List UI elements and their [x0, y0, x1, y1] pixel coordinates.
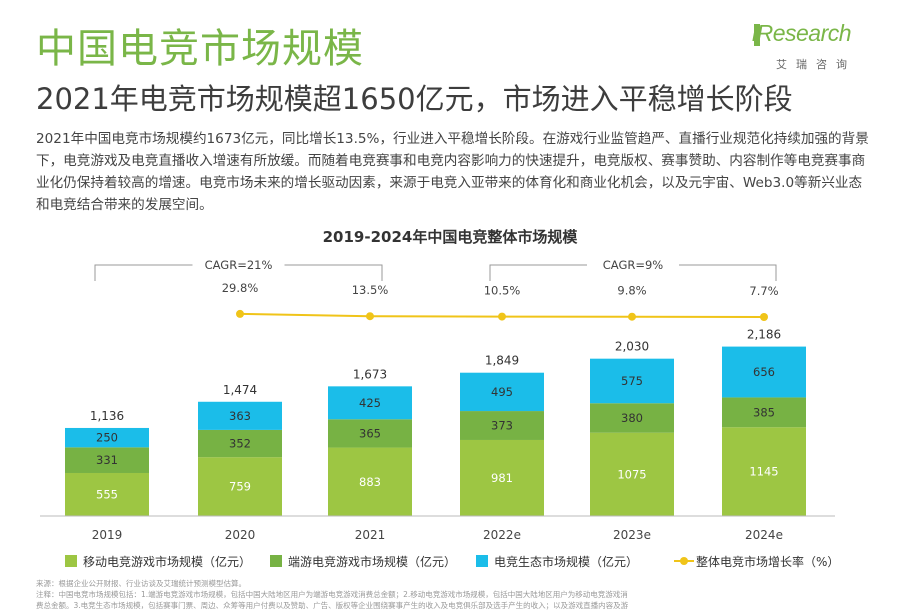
bar-value-label: 759: [229, 480, 251, 494]
growth-label: 29.8%: [222, 281, 259, 295]
legend-label: 端游电竞游戏市场规模（亿元）: [288, 554, 456, 569]
source-notes: 来源：根据企业公开财报、行业访谈及艾瑞统计预测模型估算。 注释：中国电竞市场规模…: [36, 578, 876, 611]
bar-value-label: 555: [96, 487, 118, 501]
bar-segment: [328, 447, 412, 516]
logo-subtext: 艾瑞咨询: [776, 58, 856, 71]
bar-value-label: 981: [491, 471, 513, 485]
bar-segment: [198, 401, 282, 430]
bar-segment: [590, 432, 674, 516]
growth-point: [760, 313, 768, 321]
bar-value-label: 365: [359, 426, 381, 440]
bar-value-label: 380: [621, 411, 643, 425]
source-line: 来源：根据企业公开财报、行业访谈及艾瑞统计预测模型估算。: [36, 579, 246, 588]
cagr-bracket: [489, 264, 777, 281]
legend-label: 移动电竞游戏市场规模（亿元）: [83, 554, 251, 569]
legend-swatch: [65, 555, 77, 567]
x-tick-label: 2022e: [483, 528, 521, 542]
x-tick-label: 2021: [355, 528, 386, 542]
legend-label: 整体电竞市场增长率（%）: [696, 554, 839, 569]
legend-line-marker: [680, 557, 688, 565]
cagr-annotations: CAGR=21% CAGR=9%: [94, 258, 777, 281]
bar-segment: [65, 447, 149, 473]
bar-segment: [460, 372, 544, 412]
bar-value-label: 385: [753, 405, 775, 419]
legend-swatch: [270, 555, 282, 567]
cagr-label: CAGR=9%: [603, 258, 664, 272]
bar-segment: [460, 411, 544, 440]
bar-segment: [722, 397, 806, 428]
growth-label: 9.8%: [617, 284, 646, 298]
bar-segment: [460, 439, 544, 516]
logo-text: iResearch: [752, 20, 852, 46]
bar-value-label: 331: [96, 453, 118, 467]
growth-label: 10.5%: [484, 284, 521, 298]
bar-segment: [590, 358, 674, 404]
bar-value-label: 495: [491, 385, 513, 399]
x-tick-label: 2024e: [745, 528, 783, 542]
x-tick-label: 2023e: [613, 528, 651, 542]
bar-total-label: 1,673: [353, 367, 387, 381]
legend-swatch: [476, 555, 488, 567]
bar-value-label: 250: [96, 431, 118, 445]
bar-total-label: 2,030: [615, 340, 649, 354]
bar-total-label: 1,474: [223, 383, 257, 397]
legend: 移动电竞游戏市场规模（亿元） 端游电竞游戏市场规模（亿元） 电竞生态市场规模（亿元）…: [65, 554, 839, 569]
growth-label: 7.7%: [749, 284, 778, 298]
cagr-bracket: [94, 264, 383, 281]
bar-value-label: 575: [621, 374, 643, 388]
x-axis: 2019 2020 2021 2022e 2023e 2024e: [40, 515, 835, 542]
description-text: 2021年中国电竞市场规模约1673亿元，同比增长13.5%，行业进入平稳增长阶…: [36, 131, 869, 213]
bar-value-label: 373: [491, 419, 513, 433]
logo-bar-icon: [754, 24, 760, 46]
source-line: 费总金额。3.电竞生态市场规模，包括赛事门票、周边、众筹等用户付费以及赞助、广告…: [36, 601, 629, 610]
iresearch-logo: iResearch 艾瑞咨询: [752, 14, 870, 74]
page-subtitle: 2021年电竞市场规模超1650亿元，市场进入平稳增长阶段: [36, 82, 793, 116]
bar-total-label: 2,186: [747, 328, 781, 342]
bar-segment: [722, 427, 806, 516]
source-line: 注释：中国电竞市场规模包括：1.端游电竞游戏市场规模，包括中国大陆地区用户为端游…: [36, 590, 628, 599]
bar-value-label: 352: [229, 437, 251, 451]
bar-segment: [328, 419, 412, 448]
growth-point: [236, 309, 244, 318]
growth-line: 29.8% 13.5% 10.5% 9.8% 7.7%: [222, 281, 779, 321]
bar-segment: [65, 427, 149, 448]
bar-value-label: 883: [359, 475, 381, 489]
bar-segment: [722, 346, 806, 398]
bar-value-label: 1075: [617, 467, 646, 481]
growth-point: [366, 312, 374, 321]
growth-point: [628, 312, 636, 321]
bar-value-label: 363: [229, 409, 251, 423]
bars: 555 331 250 1,136 759 352 363 1,474 883 365 425 1,6…: [65, 328, 806, 516]
description-paragraph: 2021年中国电竞市场规模约1673亿元，同比增长13.5%，行业进入平稳增长阶…: [36, 128, 871, 216]
bar-segment: [590, 403, 674, 433]
bar-value-label: 425: [359, 396, 381, 410]
bar-total-label: 1,136: [90, 409, 124, 423]
growth-label: 13.5%: [352, 283, 389, 297]
growth-point: [498, 312, 506, 321]
chart-title: 2019-2024年中国电竞整体市场规模: [322, 228, 578, 246]
x-tick-label: 2020: [225, 528, 256, 542]
cagr-label: CAGR=21%: [205, 258, 273, 272]
page-title: 中国电竞市场规模: [36, 26, 364, 72]
x-tick-label: 2019: [92, 528, 123, 542]
bar-total-label: 1,849: [485, 354, 519, 368]
bar-value-label: 656: [753, 365, 775, 379]
bar-segment: [328, 386, 412, 420]
bar-segment: [65, 472, 149, 516]
bar-value-label: 1145: [749, 465, 778, 479]
bar-segment: [198, 429, 282, 458]
bar-segment: [198, 457, 282, 516]
legend-label: 电竞生态市场规模（亿元）: [494, 554, 638, 569]
